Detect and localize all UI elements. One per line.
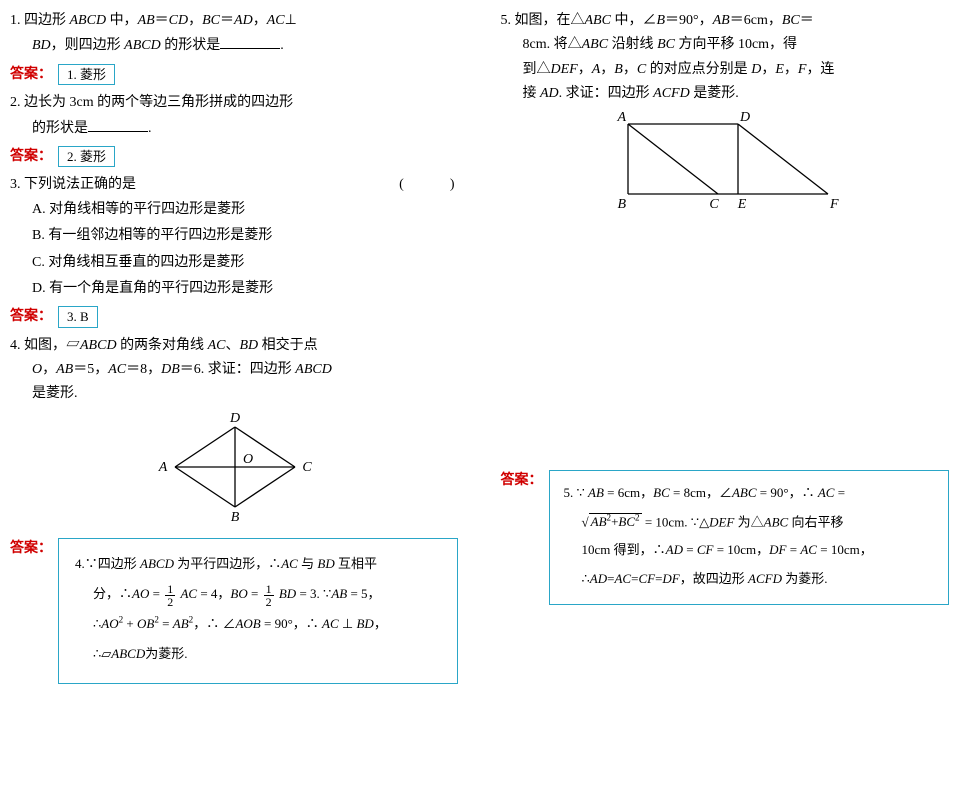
q3-opt-b: B. 有一组邻边相等的平行四边形是菱形 <box>10 225 461 247</box>
answer-label: 答案： <box>10 64 52 86</box>
svg-text:C: C <box>710 197 720 212</box>
q3-opt-a: A. 对角线相等的平行四边形是菱形 <box>10 199 461 221</box>
q1-num: 1. <box>10 13 21 28</box>
q3-num: 3. <box>10 177 21 192</box>
answer-5-box: 5. ∵ AB = 6cm，BC = 8cm，∠ABC = 90°，∴ AC =… <box>549 470 949 605</box>
q4-num: 4. <box>10 338 21 353</box>
q1-l2: BD，则四边形 ABCD 的形状是. <box>10 34 461 57</box>
triangles-svg: A D B C E F <box>603 112 848 212</box>
answer-1-box: 1. 菱形 <box>58 64 115 86</box>
svg-text:D: D <box>739 112 750 125</box>
answer-label: 答案： <box>501 470 543 492</box>
right-column: 5. 如图，在△ABC 中，∠B＝90°，AB＝6cm，BC＝ 8cm. 将△A… <box>501 10 952 690</box>
problem-2: 2. 边长为 3cm 的两个等边三角形拼成的四边形 的形状是. <box>10 92 461 140</box>
svg-text:F: F <box>829 197 839 212</box>
a4-l4: ∴▱ABCD为菱形. <box>75 639 441 669</box>
q1-l1: 四边形 ABCD 中，AB＝CD，BC＝AD，AC⊥ <box>24 13 297 28</box>
q3-options: A. 对角线相等的平行四边形是菱形 B. 有一组邻边相等的平行四边形是菱形 C.… <box>10 199 461 301</box>
svg-text:A: A <box>617 112 627 125</box>
figure-triangles: A D B C E F <box>501 112 952 220</box>
svg-text:A: A <box>158 460 168 475</box>
left-column: 1. 四边形 ABCD 中，AB＝CD，BC＝AD，AC⊥ BD，则四边形 AB… <box>10 10 461 690</box>
q2-num: 2. <box>10 95 21 110</box>
q4-l3: 是菱形. <box>10 383 461 405</box>
rhombus-svg: A C D B O <box>155 412 315 522</box>
q3-stem: 3. 下列说法正确的是 ( ) <box>10 174 461 196</box>
spacer <box>501 228 952 468</box>
q2-l1: 边长为 3cm 的两个等边三角形拼成的四边形 <box>24 95 293 110</box>
q5-l3: 到△DEF，A，B，C 的对应点分别是 D，E，F，连 <box>501 59 952 81</box>
answer-label: 答案： <box>10 538 52 560</box>
a4-l3: ∴AO2 + OB2 = AB2，∴ ∠AOB = 90°，∴ AC ⊥ BD， <box>75 609 441 639</box>
answer-3-row: 答案： 3. B <box>10 306 461 328</box>
problem-4: 4. 如图，▱ABCD 的两条对角线 AC、BD 相交于点 O，AB＝5，AC＝… <box>10 335 461 406</box>
a5-l3: 10cm 得到，∴AD = CF = 10cm，DF = AC = 10cm， <box>564 536 934 565</box>
q5-l2: 8cm. 将△ABC 沿射线 BC 方向平移 10cm，得 <box>501 34 952 56</box>
q3-stem-text: 下列说法正确的是 <box>24 177 136 192</box>
answer-2-row: 答案： 2. 菱形 <box>10 146 461 168</box>
q4-line1: 4. 如图，▱ABCD 的两条对角线 AC、BD 相交于点 <box>10 335 461 357</box>
q5-num: 5. <box>501 13 512 28</box>
a4-l1: 4.∵四边形 ABCD 为平行四边形，∴AC 与 BD 互相平 <box>75 549 441 579</box>
q1-line1: 1. 四边形 ABCD 中，AB＝CD，BC＝AD，AC⊥ <box>10 10 461 32</box>
answer-4-row: 答案： 4.∵四边形 ABCD 为平行四边形，∴AC 与 BD 互相平 分，∴A… <box>10 538 461 684</box>
q5-line1: 5. 如图，在△ABC 中，∠B＝90°，AB＝6cm，BC＝ <box>501 10 952 32</box>
answer-5-row: 答案： 5. ∵ AB = 6cm，BC = 8cm，∠ABC = 90°，∴ … <box>501 470 952 605</box>
q5-l4: 接 AD. 求证：四边形 ACFD 是菱形. <box>501 83 952 105</box>
answer-label: 答案： <box>10 306 52 328</box>
svg-text:E: E <box>737 197 747 212</box>
answer-3-box: 3. B <box>58 306 98 328</box>
svg-text:O: O <box>243 452 253 467</box>
q3-opt-d: D. 有一个角是直角的平行四边形是菱形 <box>10 278 461 300</box>
svg-text:D: D <box>229 412 240 426</box>
q2-l2: 的形状是. <box>10 117 461 140</box>
q4-l2: O，AB＝5，AC＝8，DB＝6. 求证：四边形 ABCD <box>10 359 461 381</box>
q3-paren: ( ) <box>421 174 460 196</box>
problem-5: 5. 如图，在△ABC 中，∠B＝90°，AB＝6cm，BC＝ 8cm. 将△A… <box>501 10 952 106</box>
figure-rhombus: A C D B O <box>10 412 461 530</box>
problem-1: 1. 四边形 ABCD 中，AB＝CD，BC＝AD，AC⊥ BD，则四边形 AB… <box>10 10 461 58</box>
a5-l1: 5. ∵ AB = 6cm，BC = 8cm，∠ABC = 90°，∴ AC = <box>564 479 934 508</box>
a5-l2: √AB2+BC2 = 10cm. ∵△DEF 为△ABC 向右平移 <box>564 508 934 537</box>
q4-l1: 如图，▱ABCD 的两条对角线 AC、BD 相交于点 <box>24 338 318 353</box>
answer-1-row: 答案： 1. 菱形 <box>10 64 461 86</box>
a5-l4: ∴AD=AC=CF=DF，故四边形 ACFD 为菱形. <box>564 565 934 594</box>
answer-label: 答案： <box>10 146 52 168</box>
svg-text:B: B <box>231 510 240 522</box>
svg-text:B: B <box>618 197 627 212</box>
q5-l1: 如图，在△ABC 中，∠B＝90°，AB＝6cm，BC＝ <box>515 13 814 28</box>
answer-2-box: 2. 菱形 <box>58 146 115 168</box>
svg-text:C: C <box>303 460 313 475</box>
a4-l2: 分，∴AO = 12 AC = 4，BO = 12 BD = 3. ∵AB = … <box>75 579 441 609</box>
problem-3: 3. 下列说法正确的是 ( ) A. 对角线相等的平行四边形是菱形 B. 有一组邻… <box>10 174 461 300</box>
answer-4-box: 4.∵四边形 ABCD 为平行四边形，∴AC 与 BD 互相平 分，∴AO = … <box>58 538 458 684</box>
q2-line1: 2. 边长为 3cm 的两个等边三角形拼成的四边形 <box>10 92 461 114</box>
q3-opt-c: C. 对角线相互垂直的四边形是菱形 <box>10 252 461 274</box>
